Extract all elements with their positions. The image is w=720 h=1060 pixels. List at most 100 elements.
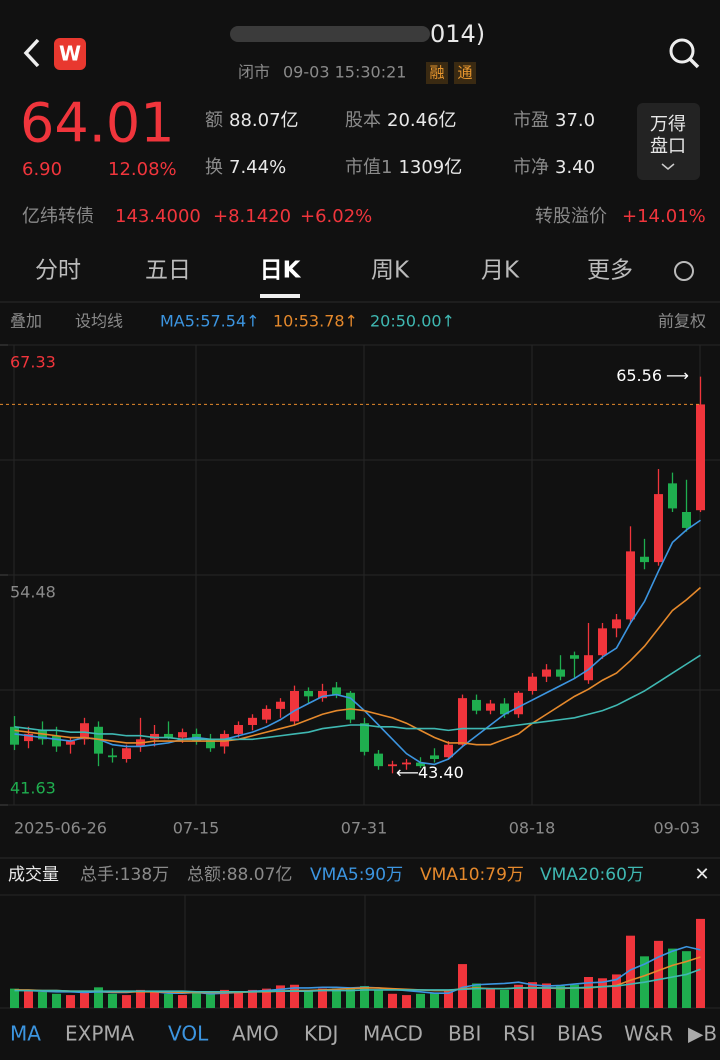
settings-button[interactable] [674, 261, 694, 281]
candle-body [150, 733, 159, 740]
candle-body [612, 619, 621, 629]
volume-bar [276, 985, 285, 1008]
toolbar-item[interactable]: 前复权 [658, 312, 706, 331]
indicator-tab[interactable]: BIAS [557, 1022, 603, 1046]
volume-bar [38, 991, 47, 1008]
volume-bar [458, 964, 467, 1008]
candle-body [24, 733, 33, 742]
premium: +14.01% [622, 206, 706, 227]
tab[interactable]: 更多 [587, 258, 633, 284]
candle-body [346, 692, 355, 720]
stat-value: 37.0 [555, 110, 595, 131]
candle-body [52, 735, 61, 747]
indicator-tab[interactable]: AMO [232, 1022, 279, 1046]
candle-body [556, 669, 565, 677]
candle-body [360, 723, 369, 752]
depth-button[interactable] [637, 103, 700, 180]
arrow: ⟵ [396, 763, 419, 782]
indicator-tab[interactable]: RSI [503, 1022, 536, 1046]
low-annotation: 43.40 [418, 763, 464, 782]
candle-body [388, 764, 397, 767]
candle-body [220, 733, 229, 747]
stat-value: 3.40 [555, 157, 595, 178]
ma-legend: MA5:57.54↑ [160, 312, 260, 331]
volume-bar [500, 989, 509, 1008]
candle-body [668, 483, 677, 509]
change: 6.90 [22, 159, 62, 180]
volume-bar [332, 988, 341, 1008]
tab[interactable]: 月K [481, 258, 520, 284]
vma-legend: VMA10:79万 [420, 865, 524, 885]
toolbar-item[interactable]: 设均线 [75, 312, 123, 331]
indicator-tab[interactable]: KDJ [304, 1022, 338, 1046]
x-tick-label: 07-15 [173, 819, 220, 838]
volume-bar [150, 991, 159, 1008]
volume-bar [178, 995, 187, 1008]
y-tick-label: 67.33 [10, 353, 56, 372]
tab[interactable]: 周K [371, 258, 410, 284]
status: 闭市 [238, 63, 270, 82]
volume-bar [430, 992, 439, 1008]
candle-body [80, 723, 89, 740]
logo-letter: W [59, 42, 81, 66]
search-button[interactable] [669, 38, 695, 64]
candle-body [584, 655, 593, 681]
volume-bar [262, 988, 271, 1008]
back-button[interactable] [23, 38, 40, 68]
bond-pct: +6.02% [300, 206, 372, 227]
volume-bar [528, 982, 537, 1008]
tab[interactable]: 分时 [35, 258, 81, 284]
arrow: ⟶ [666, 366, 689, 385]
badge: 通 [457, 64, 472, 82]
x-tick-label: 07-31 [341, 819, 388, 838]
ma-line [14, 654, 701, 741]
toolbar-item[interactable]: 叠加 [10, 312, 42, 331]
volume-stat: 总额:88.07亿 [187, 865, 292, 885]
app-logo [54, 38, 86, 70]
volume-bar [122, 995, 131, 1008]
candle-body [696, 404, 705, 511]
volume-bar [682, 951, 691, 1008]
bond-name: 亿纬转债 [22, 206, 94, 227]
candle-body [654, 494, 663, 563]
tab[interactable]: 日K [260, 258, 302, 284]
tab[interactable]: 五日 [145, 258, 191, 284]
volume-bar [290, 984, 299, 1008]
stat-label: 市盈 [513, 110, 549, 131]
candle-body [528, 676, 537, 691]
candle-body [290, 690, 299, 722]
button-text: 万得 [650, 114, 686, 135]
indicator-tab[interactable]: MA [10, 1022, 41, 1046]
indicator-tab[interactable]: W&R [624, 1022, 673, 1046]
blurred-name [230, 26, 430, 42]
candle-body [178, 732, 187, 738]
volume-bar [444, 991, 453, 1008]
indicator-tab[interactable]: VOL [168, 1022, 209, 1046]
time: 09-03 15:30:21 [283, 63, 406, 82]
candle-body [682, 511, 691, 528]
indicator-tab[interactable]: ▶B [688, 1022, 717, 1046]
stat-value: 88.07亿 [229, 110, 299, 131]
volume-bar [542, 983, 551, 1008]
indicator-tab[interactable]: MACD [363, 1022, 423, 1046]
candle-body [402, 762, 411, 765]
candle-body [430, 755, 439, 759]
stat-value: 20.46亿 [387, 110, 457, 131]
bond-change: +8.1420 [213, 206, 291, 227]
volume-bar [612, 974, 621, 1008]
y-tick-label: 41.63 [10, 779, 56, 798]
stat-label: 额 [205, 110, 223, 131]
indicator-tab[interactable]: EXPMA [65, 1022, 135, 1046]
volume-bar [24, 989, 33, 1008]
volume-bar [206, 993, 215, 1008]
volume-bar [108, 993, 117, 1008]
volume-bar [80, 991, 89, 1008]
volume-bar [514, 984, 523, 1008]
close-button[interactable]: ✕ [694, 864, 709, 885]
volume-bar [668, 948, 677, 1008]
ma-line [14, 968, 701, 993]
indicator-tab[interactable]: BBI [448, 1022, 481, 1046]
volume-bar [248, 989, 257, 1008]
